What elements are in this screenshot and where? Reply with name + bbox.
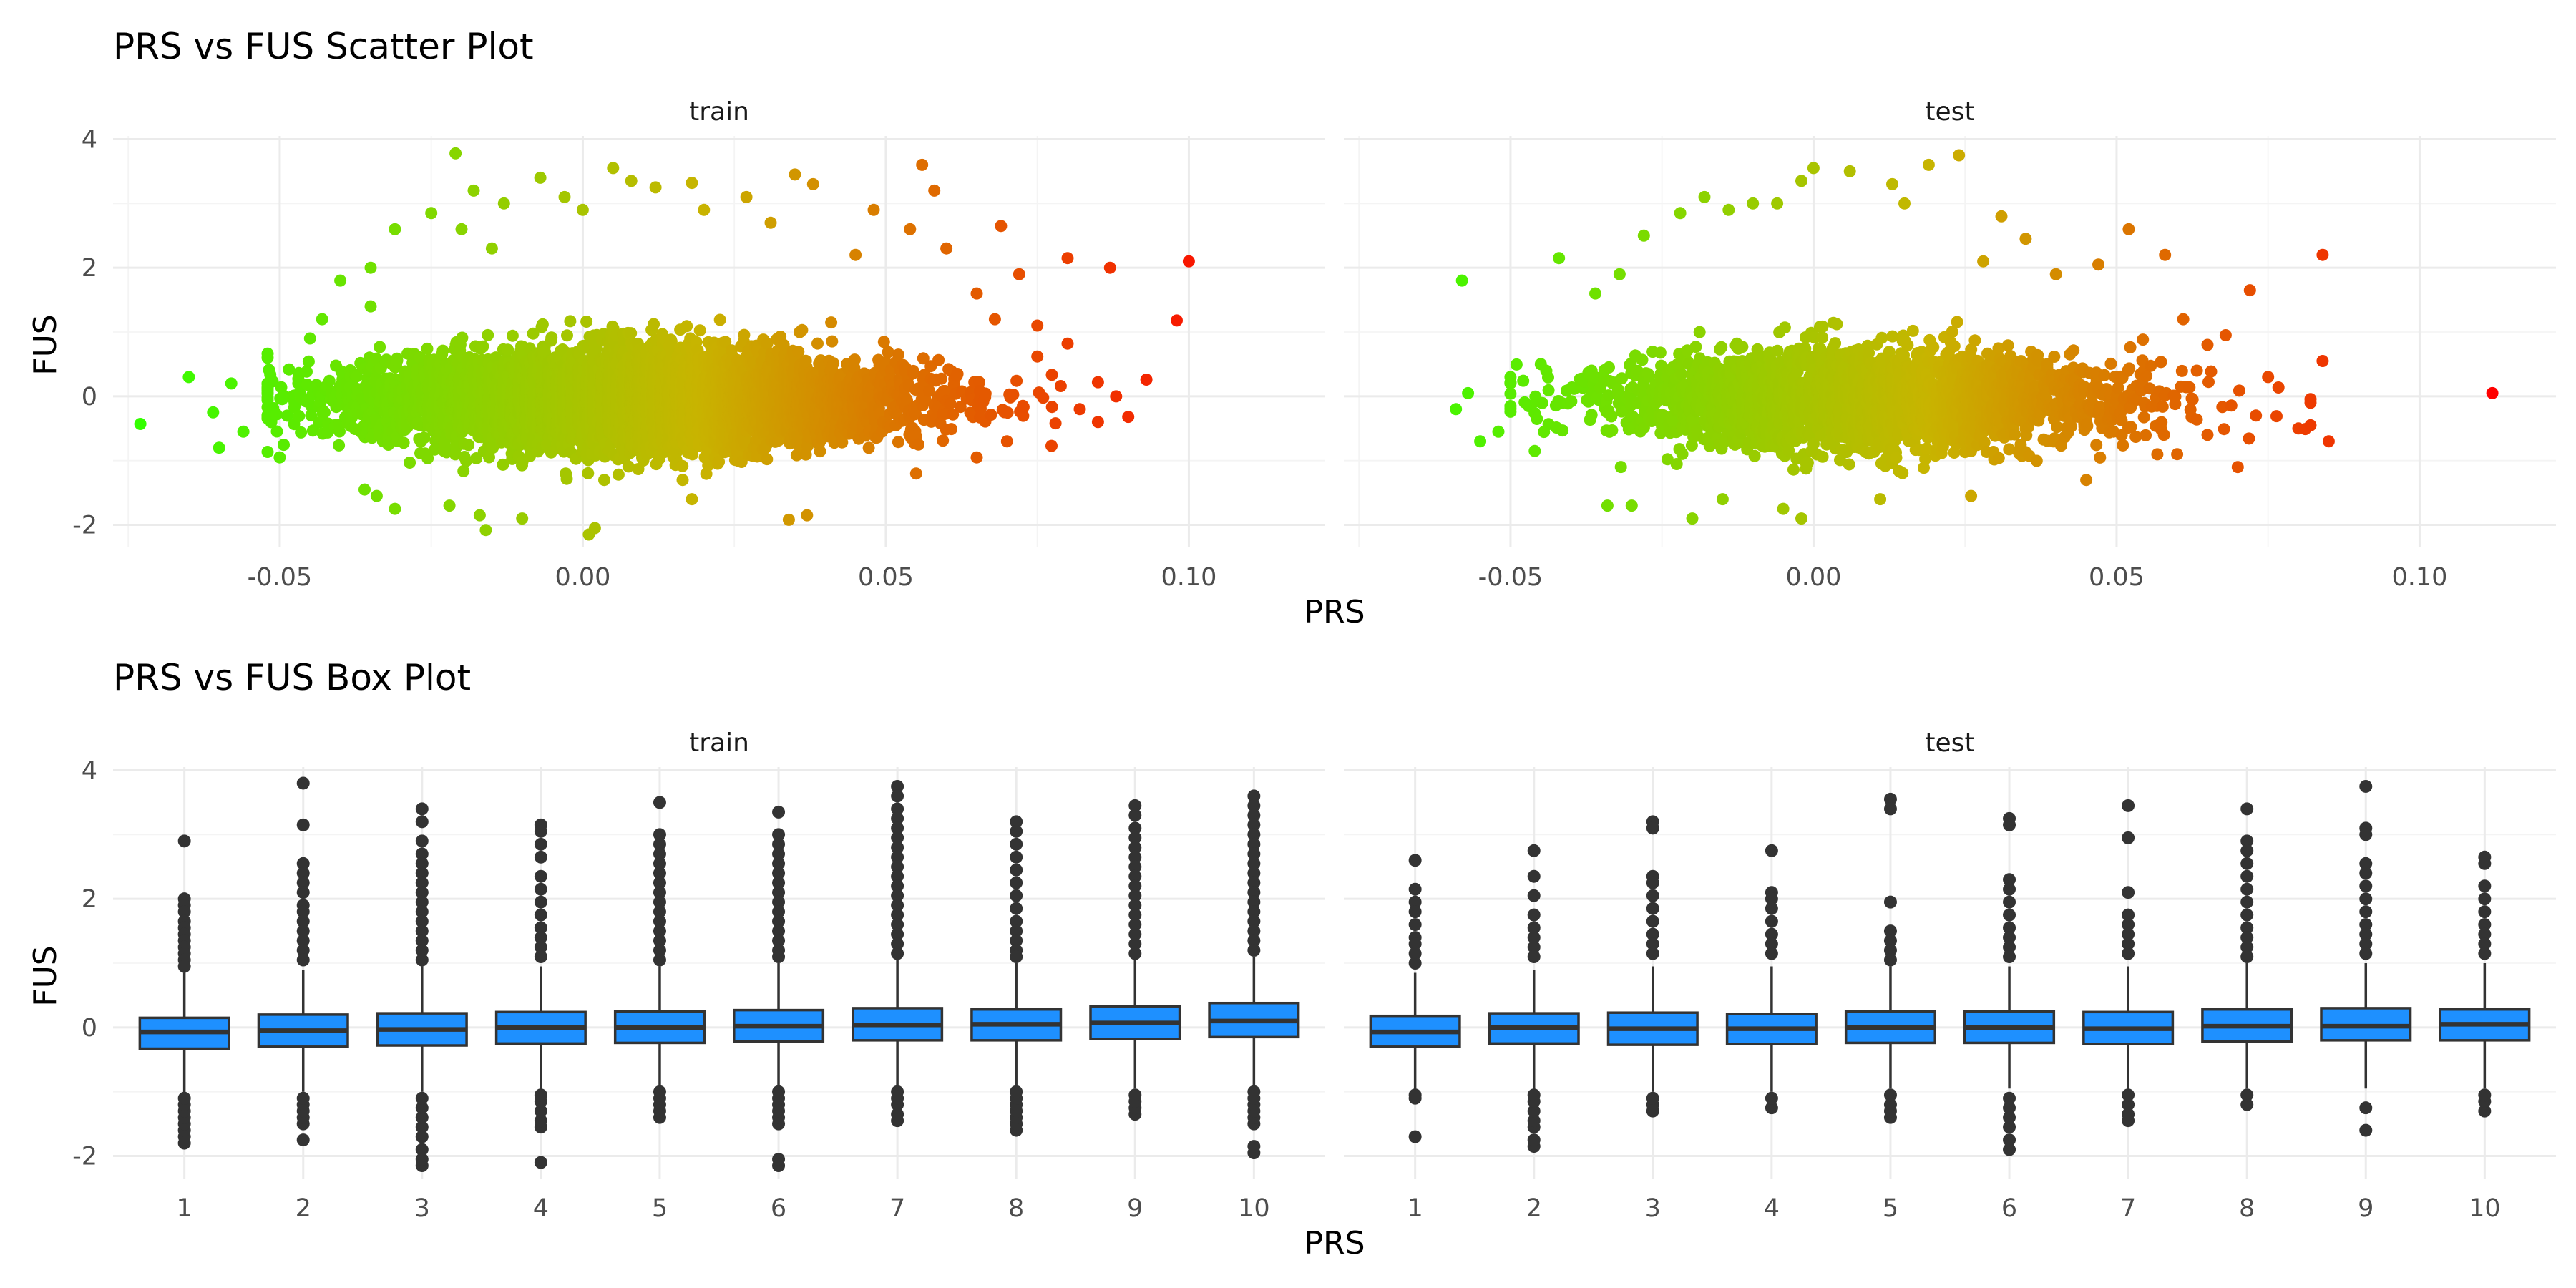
scatter-point bbox=[483, 451, 495, 464]
scatter-point bbox=[693, 324, 706, 337]
scatter-point bbox=[303, 332, 316, 345]
scatter-point bbox=[295, 426, 308, 439]
scatter-strip-train: train bbox=[689, 97, 749, 127]
scatter-point bbox=[414, 351, 426, 364]
scatter-point bbox=[457, 464, 470, 477]
scatter-point bbox=[497, 458, 509, 471]
scatter-point bbox=[612, 468, 625, 481]
scatter-point bbox=[477, 340, 489, 353]
scatter-point bbox=[455, 223, 468, 235]
scatter-point bbox=[676, 474, 689, 487]
scatter-point bbox=[316, 313, 328, 326]
scatter-point bbox=[479, 524, 492, 537]
scatter-point bbox=[237, 425, 250, 438]
scatter-point bbox=[261, 387, 274, 400]
scatter-point bbox=[436, 344, 449, 357]
scatter-point bbox=[598, 474, 610, 487]
scatter-point bbox=[648, 318, 660, 331]
scatter-point bbox=[473, 509, 486, 522]
scatter-point bbox=[302, 355, 315, 368]
scatter-point bbox=[502, 343, 514, 356]
scatter-point bbox=[425, 207, 438, 220]
scatter-point bbox=[182, 371, 195, 384]
scatter-point bbox=[485, 242, 498, 255]
scatter-point bbox=[676, 459, 689, 472]
scatter-point bbox=[460, 454, 472, 467]
scatter-point bbox=[740, 190, 753, 203]
scatter-point bbox=[506, 329, 519, 342]
scatter-point bbox=[323, 374, 336, 387]
scatter-point bbox=[225, 377, 238, 390]
scatter-point bbox=[270, 425, 283, 438]
scatter-point bbox=[364, 300, 377, 313]
scatter-point bbox=[333, 439, 346, 452]
scatter-point bbox=[686, 177, 698, 190]
scatter-point bbox=[625, 175, 638, 187]
scatter-point bbox=[301, 365, 313, 378]
scatter-point bbox=[418, 431, 431, 444]
scatter-point bbox=[558, 190, 571, 203]
scatter-point bbox=[273, 451, 286, 464]
scatter-point bbox=[497, 197, 510, 210]
scatter-point bbox=[283, 363, 296, 376]
scatter-point bbox=[534, 171, 547, 184]
scatter-point bbox=[462, 439, 475, 452]
scatter-point bbox=[545, 331, 558, 344]
scatter-point bbox=[467, 184, 480, 197]
scatter-point bbox=[421, 342, 434, 355]
scatter-point bbox=[607, 162, 620, 175]
scatter-point bbox=[351, 370, 364, 383]
scatter-point bbox=[318, 406, 331, 419]
scatter-point bbox=[358, 483, 371, 496]
scatter-point bbox=[561, 329, 573, 342]
scatter-plot-title: PRS vs FUS Scatter Plot bbox=[113, 26, 534, 67]
scatter-point bbox=[680, 320, 693, 333]
scatter-point bbox=[564, 315, 577, 328]
scatter-point bbox=[374, 341, 386, 353]
scatter-point bbox=[293, 410, 306, 422]
scatter-point bbox=[582, 467, 595, 479]
scatter-point bbox=[334, 274, 347, 287]
scatter-point bbox=[449, 147, 462, 160]
scatter-point bbox=[333, 425, 346, 438]
scatter-point bbox=[421, 452, 434, 464]
scatter-point bbox=[713, 313, 726, 326]
scatter-point bbox=[560, 472, 573, 485]
scatter-point bbox=[301, 379, 313, 391]
scatter-point bbox=[389, 502, 401, 515]
scatter-point bbox=[134, 418, 147, 430]
scatter-point bbox=[266, 375, 279, 388]
scatter-point bbox=[686, 493, 698, 506]
scatter-point bbox=[576, 203, 589, 216]
scatter-point bbox=[738, 328, 751, 341]
scatter-point bbox=[443, 499, 456, 512]
scatter-point bbox=[698, 203, 711, 216]
scatter-point bbox=[389, 223, 401, 235]
scatter-point bbox=[261, 351, 274, 364]
scatter-point bbox=[536, 318, 549, 331]
scatter-point bbox=[516, 512, 529, 525]
scatter-plot-section: PRS vs FUS Scatter Plot train test -0.05… bbox=[27, 26, 2556, 630]
scatter-point bbox=[278, 439, 290, 452]
scatter-point bbox=[580, 316, 593, 328]
scatter-point bbox=[370, 489, 383, 502]
scatter-point bbox=[270, 408, 283, 421]
scatter-point bbox=[305, 409, 318, 422]
scatter-point bbox=[364, 261, 377, 274]
scatter-point bbox=[456, 331, 469, 344]
scatter-point bbox=[404, 457, 416, 469]
scatter-point bbox=[213, 441, 225, 454]
scatter-point bbox=[391, 354, 404, 367]
scatter-point bbox=[482, 328, 494, 341]
scatter-point bbox=[261, 446, 274, 458]
scatter-point bbox=[588, 522, 601, 535]
scatter-point bbox=[207, 406, 220, 419]
scatter-point bbox=[649, 181, 662, 194]
scatter-point bbox=[397, 436, 410, 449]
scatter-strip-test: test bbox=[1925, 97, 1974, 127]
scatter-point bbox=[429, 443, 441, 456]
scatter-point bbox=[280, 409, 293, 422]
